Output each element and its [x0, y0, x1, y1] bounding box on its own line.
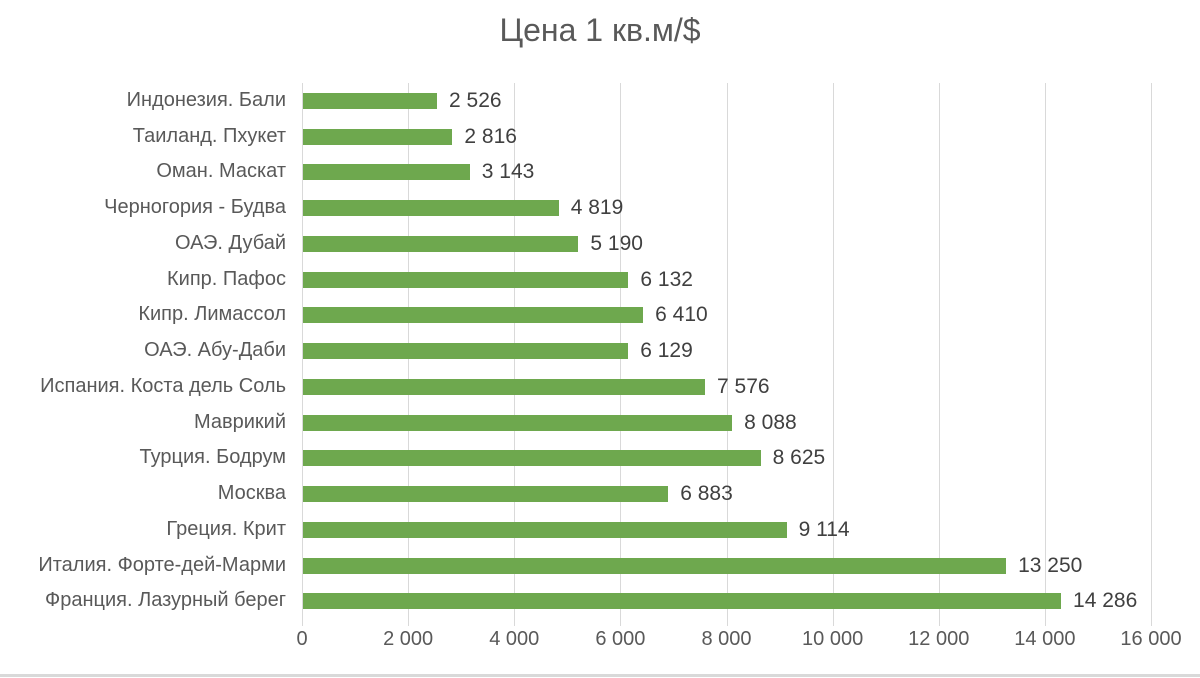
- bar-row: 8 088: [302, 405, 1151, 441]
- value-label: 7 576: [717, 374, 770, 398]
- bar[interactable]: [303, 164, 470, 181]
- category-label: ОАЭ. Абу-Даби: [144, 339, 286, 362]
- category-label: Испания. Коста дель Соль: [40, 374, 286, 397]
- category-label: ОАЭ. Дубай: [174, 231, 286, 254]
- bar[interactable]: [303, 93, 438, 109]
- category-label: Турция. Бодрум: [139, 446, 286, 469]
- bar[interactable]: [303, 307, 644, 324]
- plot-area: 2 526 2 816 3 143 4 819 5 190 6 132 6 410 6 129…: [302, 83, 1152, 626]
- gridline: [726, 83, 728, 626]
- bar-row: 3 143: [302, 154, 1151, 190]
- bar[interactable]: [303, 235, 579, 252]
- bar-row: 13 250: [302, 548, 1151, 584]
- category-label: Индонезия. Бали: [126, 89, 286, 111]
- bar[interactable]: [303, 557, 1007, 574]
- category-label: Кипр. Пафос: [167, 267, 286, 290]
- x-tick-label: 6 000: [595, 628, 646, 650]
- x-tick-label: 4 000: [489, 628, 540, 650]
- bar-row: 6 883: [302, 476, 1151, 512]
- bar[interactable]: [303, 128, 453, 145]
- bar-row: 14 286: [302, 583, 1151, 619]
- x-tick-label: 8 000: [701, 628, 752, 650]
- bar-row: 9 114: [302, 512, 1151, 548]
- bar-row: 4 819: [302, 190, 1151, 226]
- bar-row: 6 410: [302, 297, 1151, 333]
- value-label: 13 250: [1018, 553, 1083, 577]
- value-label: 8 625: [772, 446, 826, 470]
- value-label: 6 410: [655, 303, 708, 327]
- bar-row: 5 190: [302, 226, 1151, 262]
- value-label: 5 190: [590, 231, 643, 255]
- category-label: Москва: [217, 482, 286, 505]
- value-label: 6 883: [680, 482, 733, 506]
- category-label: Кипр. Лимассол: [138, 303, 286, 326]
- bar[interactable]: [303, 486, 669, 503]
- bar[interactable]: [303, 343, 629, 360]
- category-axis: Индонезия. Бали Таиланд. Пхукет Оман. Маск…: [0, 83, 286, 619]
- gridline: [938, 83, 940, 626]
- category-label: Италия. Форте-дей-Марми: [38, 553, 286, 576]
- value-label: 8 088: [744, 410, 797, 434]
- bar-row: 7 576: [302, 369, 1151, 405]
- bar[interactable]: [303, 271, 629, 288]
- value-label: 14 286: [1073, 589, 1138, 613]
- bar-row: 2 816: [302, 119, 1151, 155]
- bar-row: 8 625: [302, 440, 1151, 476]
- category-label: Оман. Маскат: [156, 160, 286, 183]
- bar-row: 6 132: [302, 262, 1151, 298]
- bar-row: 6 129: [302, 333, 1151, 369]
- bar[interactable]: [303, 450, 761, 467]
- gridline: [832, 83, 834, 626]
- bottom-border: [0, 674, 1200, 677]
- gridline: [1044, 83, 1046, 626]
- bar[interactable]: [303, 378, 705, 395]
- gridline: [302, 83, 303, 626]
- x-tick-label: 2 000: [383, 628, 434, 650]
- value-label: 2 816: [464, 124, 517, 148]
- bar-row: 2 526: [302, 83, 1151, 119]
- value-label: 3 143: [481, 160, 535, 184]
- bar[interactable]: [303, 414, 733, 431]
- value-label: 6 129: [640, 339, 693, 363]
- gridline: [1151, 83, 1152, 626]
- x-tick-label: 14 000: [1014, 628, 1076, 650]
- category-label: Франция. Лазурный берег: [45, 589, 286, 612]
- value-label: 6 132: [640, 267, 693, 291]
- category-label: Греция. Крит: [166, 517, 286, 540]
- bar[interactable]: [303, 593, 1062, 610]
- x-tick-label: 10 000: [802, 628, 864, 650]
- category-label: Черногория - Будва: [104, 196, 286, 219]
- bar[interactable]: [303, 521, 787, 538]
- x-tick-label: 12 000: [908, 628, 970, 650]
- category-label: Таиланд. Пхукет: [132, 124, 286, 147]
- x-tick-label: 16 000: [1120, 628, 1182, 650]
- bar[interactable]: [303, 200, 559, 217]
- x-tick-label: 0: [296, 628, 308, 650]
- value-label: 2 526: [449, 89, 502, 112]
- category-label: Маврикий: [193, 410, 286, 433]
- value-label: 4 819: [570, 196, 624, 220]
- value-label: 9 114: [798, 517, 850, 541]
- value-axis: 0 2 000 4 000 6 000 8 000 10 000 12 000 14 000 1…: [0, 626, 1200, 652]
- chart-title: Цена 1 кв.м/$: [499, 12, 701, 48]
